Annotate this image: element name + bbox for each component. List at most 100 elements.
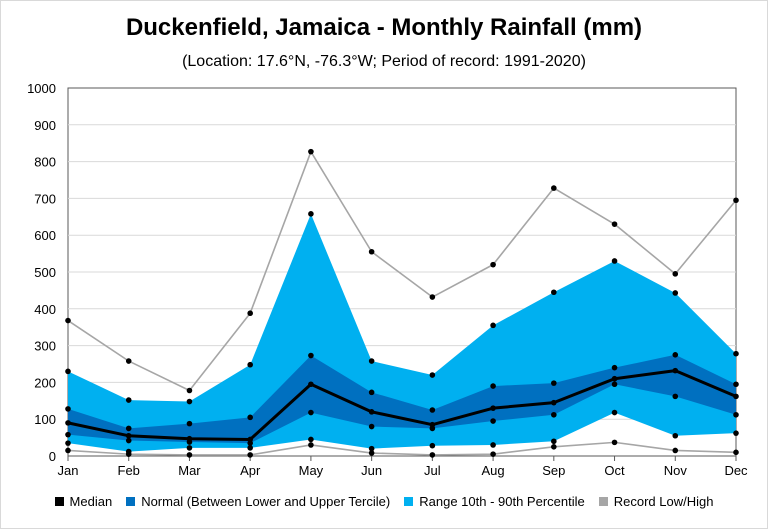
legend-swatch-normal [126, 497, 136, 506]
range-high-point [65, 368, 71, 375]
median-point [429, 421, 436, 428]
median-line [67, 369, 737, 441]
y-tick-label: 900 [34, 118, 56, 133]
record-high-line [67, 150, 737, 392]
y-tick-label: 300 [34, 339, 56, 354]
chart-title: Duckenfield, Jamaica - Monthly Rainfall … [125, 14, 643, 41]
x-tick-label: Dec [724, 463, 748, 478]
legend-swatch-record [598, 497, 608, 506]
record-low-point [65, 447, 71, 454]
range-high-point [733, 350, 739, 357]
record-low-point [551, 444, 557, 450]
y-tick-label: 800 [34, 155, 56, 170]
normal-low-point [308, 409, 314, 416]
y-tick-label: 600 [34, 228, 56, 243]
record-low-point [672, 447, 679, 454]
y-tick-label: 400 [34, 302, 56, 317]
range-high-point [308, 211, 314, 217]
chart-subtitle: (Location: 17.6°N, -76.3°W; Period of re… [182, 53, 586, 70]
normal-low-point [490, 418, 496, 424]
x-tick-label: Apr [240, 463, 261, 478]
range-high-point [247, 361, 253, 368]
legend-label-median: Median [69, 494, 113, 509]
y-tick-label: 1000 [27, 81, 56, 96]
legend-item-record: Record Low/High [598, 494, 714, 509]
legend-swatch-median [54, 497, 64, 506]
range-low-point [672, 432, 679, 439]
range-high-point [368, 358, 375, 364]
normal-high-point [733, 381, 739, 388]
record-low-point [611, 439, 618, 446]
normal-low-point [551, 411, 557, 418]
record-high-point [429, 294, 436, 300]
range-low-point [125, 448, 132, 455]
normal-low-point [611, 381, 618, 388]
x-tick-label: Aug [482, 463, 505, 478]
record-high-point [186, 387, 193, 394]
record-low-point [368, 450, 375, 456]
record-low-point [733, 449, 739, 456]
median-point [551, 399, 557, 406]
median-point [611, 375, 618, 382]
record-low-point [490, 451, 496, 457]
chart-legend: Median Normal (Between Lower and Upper T… [0, 494, 768, 509]
median-point [186, 435, 193, 442]
record-low-point [308, 442, 314, 448]
record-high-point [490, 261, 496, 268]
x-tick-label: May [299, 463, 324, 478]
record-high-point [611, 221, 618, 227]
legend-label-normal: Normal (Between Lower and Upper Tercile) [141, 494, 391, 509]
normal-band [68, 354, 736, 444]
record-high-point [247, 310, 253, 317]
median-point [308, 381, 314, 388]
median-point [672, 367, 679, 374]
median-point [125, 432, 132, 439]
range-high-point [490, 322, 496, 329]
normal-low-point [733, 411, 739, 418]
normal-high-point [247, 414, 253, 421]
record-high-point [672, 271, 679, 277]
normal-high-point [429, 407, 436, 413]
record-high-point [733, 197, 739, 204]
normal-low-point [125, 437, 132, 444]
range-high-point [551, 289, 557, 296]
x-tick-label: Feb [118, 463, 140, 478]
range-low-point [186, 445, 193, 451]
range-low-point [429, 442, 436, 449]
range-low-point [247, 445, 253, 451]
median-point [247, 436, 253, 443]
record-low-point [247, 452, 253, 458]
median-point [65, 420, 71, 426]
normal-low-point [65, 431, 71, 438]
legend-item-median: Median [54, 494, 113, 509]
range-low-point [551, 438, 557, 445]
median-point [368, 409, 375, 415]
range-low-point [490, 442, 496, 448]
record-high-point [308, 148, 314, 155]
legend-label-record: Record Low/High [613, 494, 714, 509]
y-tick-label: 0 [49, 449, 56, 464]
range-high-point [611, 258, 618, 264]
normal-high-point [65, 406, 71, 412]
normal-high-point [125, 425, 132, 432]
normal-high-point [551, 380, 557, 386]
normal-high-point [611, 364, 618, 371]
legend-swatch-range [404, 497, 414, 506]
range-high-point [672, 290, 679, 296]
normal-low-point [368, 423, 375, 430]
median-point [490, 405, 496, 411]
legend-item-range: Range 10th - 90th Percentile [404, 494, 585, 509]
record-low-point [186, 452, 193, 458]
x-tick-label: Jul [424, 463, 441, 478]
normal-high-point [672, 352, 679, 358]
record-low-line [67, 441, 737, 456]
x-tick-label: Jun [361, 463, 382, 478]
range-high-point [125, 397, 132, 403]
x-tick-label: Sep [542, 463, 565, 478]
record-high-point [65, 317, 71, 324]
x-tick-label: Oct [604, 463, 625, 478]
range-low-point [308, 436, 314, 443]
x-tick-label: Mar [178, 463, 201, 478]
range-low-point [611, 409, 618, 416]
